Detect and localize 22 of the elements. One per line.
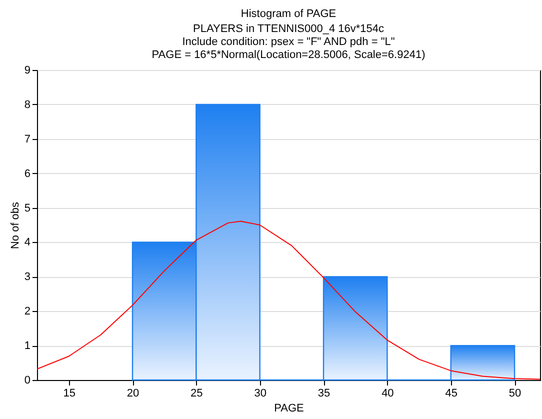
y-tick-label: 4 [24,236,30,249]
chart-title: Histogram of PAGE [240,8,336,20]
y-tick-label: 7 [24,133,30,146]
x-tick-label: 20 [126,388,140,400]
y-tick-label: 5 [24,202,30,214]
x-tick-label: 30 [254,388,266,400]
x-tick-label: 40 [382,388,394,400]
x-tick-label: 15 [63,388,76,400]
x-tick-label: 45 [445,388,458,400]
y-tick-label: 6 [24,168,30,180]
y-axis-title: No of obs [9,201,22,250]
x-tick-label: 50 [508,388,522,400]
y-tick-label: 9 [24,64,30,76]
y-tick-label: 0 [24,374,30,386]
y-tick-label: 1 [24,340,30,352]
x-tick-label: 35 [318,388,330,400]
x-tick-label: 25 [190,388,203,400]
y-tick-label: 3 [24,271,30,284]
y-tick-label: 2 [24,306,30,318]
x-axis-title: PAGE [274,402,304,414]
y-tick-label: 8 [24,98,30,111]
chart-subtitle: PLAYERS in TTENNIS000_4 16v*154c Include condition: psex = "F" AND pdh = "L" PAGE = 16*5*Normal(Location=28.5006, Scale=6.9241) [152,23,426,61]
